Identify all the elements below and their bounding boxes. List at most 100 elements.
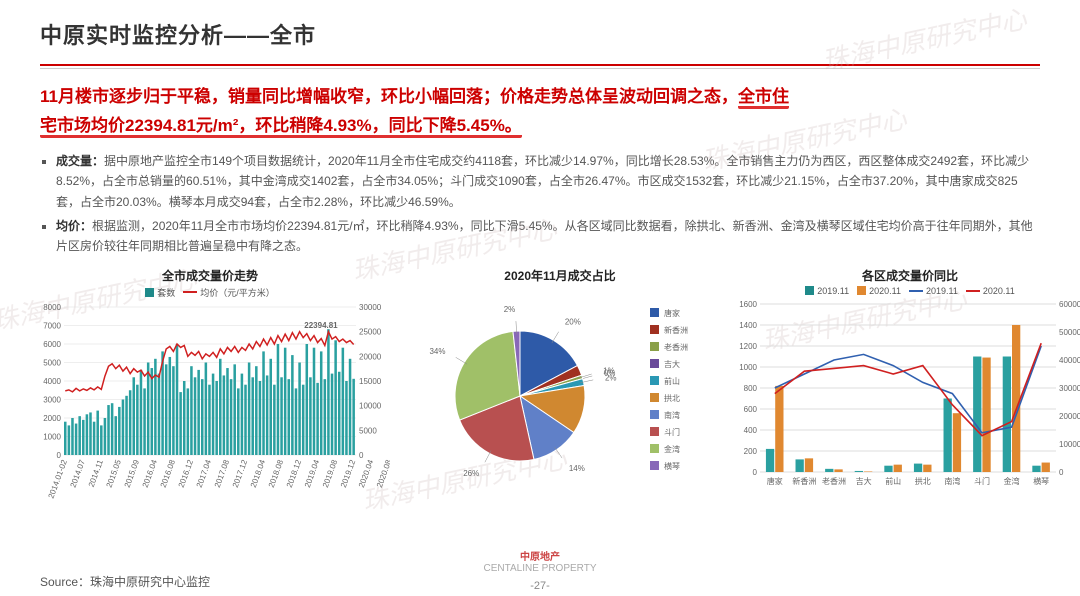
svg-text:前山: 前山 xyxy=(885,476,901,486)
chart-title: 2020年11月成交占比 xyxy=(400,267,720,284)
svg-text:2017.12: 2017.12 xyxy=(231,458,250,489)
svg-text:8000: 8000 xyxy=(43,303,61,312)
svg-text:2016.08: 2016.08 xyxy=(159,458,178,489)
svg-text:2014.11: 2014.11 xyxy=(87,458,105,488)
svg-text:2019.04: 2019.04 xyxy=(303,458,322,489)
svg-text:横琴: 横琴 xyxy=(1033,476,1049,486)
page-title: 中原实时监控分析——全市 xyxy=(40,18,1040,50)
svg-text:2016.12: 2016.12 xyxy=(177,458,196,489)
chart-pie-share: 2020年11月成交占比 唐家新香洲老香洲吉大前山拱北南湾斗门金湾横琴20%1%… xyxy=(400,267,720,507)
source-text: Source：珠海中原研究中心监控 xyxy=(40,573,210,590)
bullet-label: 成交量： xyxy=(56,154,104,168)
chart-svg: 0 1000 2000 3000 4000 5000 6000 7000 8000 0 5000 10… xyxy=(30,299,390,499)
bullet-text: 据中原地产监控全市149个项目数据统计，2020年11月全市住宅成交约4118套… xyxy=(56,154,1029,209)
svg-text:0: 0 xyxy=(57,451,62,460)
svg-text:26%: 26% xyxy=(463,469,479,478)
svg-text:1000: 1000 xyxy=(43,432,61,441)
svg-text:1400: 1400 xyxy=(739,321,757,330)
svg-text:1000: 1000 xyxy=(739,363,757,372)
page-number: -27- xyxy=(530,580,550,592)
brand-logo: 中原地产 CENTALINE PROPERTY xyxy=(484,552,597,574)
svg-text:2017.04: 2017.04 xyxy=(195,458,214,489)
svg-text:2020.08: 2020.08 xyxy=(375,458,390,489)
svg-text:3000: 3000 xyxy=(43,395,61,404)
svg-text:10000: 10000 xyxy=(1059,440,1080,449)
svg-text:新香洲: 新香洲 xyxy=(792,476,816,486)
svg-text:22394.81: 22394.81 xyxy=(304,321,338,330)
svg-text:新香洲: 新香洲 xyxy=(664,325,688,335)
svg-text:800: 800 xyxy=(744,384,758,393)
svg-text:横琴: 横琴 xyxy=(664,461,680,471)
summary-underline-2: 宅市场均价22394.81元/m²，环比稍降4.93%，同比下降5.45%。 xyxy=(40,116,522,138)
chart-title: 全市成交量价走势 xyxy=(30,267,390,284)
svg-text:金湾: 金湾 xyxy=(1004,476,1020,486)
svg-text:4000: 4000 xyxy=(43,377,61,386)
logo-en: CENTALINE PROPERTY xyxy=(484,563,597,574)
svg-text:老香洲: 老香洲 xyxy=(822,476,846,486)
chart-legend: 2019.112020.112019.112020.11 xyxy=(730,286,1080,296)
svg-text:2000: 2000 xyxy=(43,414,61,423)
header: 中原实时监控分析——全市 xyxy=(0,0,1080,58)
svg-text:2016.04: 2016.04 xyxy=(141,458,160,489)
summary-text: 11月楼市逐步归于平稳，销量同比增幅收窄，环比小幅回落；价格走势总体呈波动回调之… xyxy=(0,79,1080,147)
svg-text:0: 0 xyxy=(359,451,364,460)
svg-text:2019.08: 2019.08 xyxy=(321,458,340,489)
svg-text:15000: 15000 xyxy=(359,377,382,386)
svg-text:14%: 14% xyxy=(569,464,585,473)
summary-plain: 11月楼市逐步归于平稳，销量同比增幅收窄，环比小幅回落；价格走势总体呈波动回调之… xyxy=(40,87,738,106)
svg-text:0: 0 xyxy=(1059,468,1064,477)
svg-text:2018.12: 2018.12 xyxy=(285,458,304,489)
svg-text:6000: 6000 xyxy=(43,340,61,349)
svg-text:200: 200 xyxy=(744,447,758,456)
svg-text:吉大: 吉大 xyxy=(856,476,872,486)
svg-text:60000: 60000 xyxy=(1059,300,1080,309)
svg-text:前山: 前山 xyxy=(664,376,680,386)
svg-text:0: 0 xyxy=(753,468,758,477)
chart-district-compare: 各区成交量价同比 2019.112020.112019.112020.11 02… xyxy=(730,267,1080,507)
svg-text:7000: 7000 xyxy=(43,321,61,330)
svg-text:2017.08: 2017.08 xyxy=(213,458,232,489)
svg-text:10000: 10000 xyxy=(359,401,382,410)
svg-text:2014.07: 2014.07 xyxy=(69,458,88,489)
svg-text:40000: 40000 xyxy=(1059,356,1080,365)
svg-text:斗门: 斗门 xyxy=(974,476,990,486)
svg-text:1600: 1600 xyxy=(739,300,757,309)
svg-text:唐家: 唐家 xyxy=(664,308,680,318)
svg-text:5000: 5000 xyxy=(43,358,61,367)
divider-red xyxy=(40,64,1040,66)
chart-svg: 唐家新香洲老香洲吉大前山拱北南湾斗门金湾横琴20%1%0%2%14%26%34%… xyxy=(400,286,720,498)
svg-text:拱北: 拱北 xyxy=(915,476,931,486)
logo-cn: 中原地产 xyxy=(484,552,597,563)
svg-text:34%: 34% xyxy=(429,347,445,356)
svg-text:2018.04: 2018.04 xyxy=(249,458,268,489)
divider-gray xyxy=(40,68,1040,69)
svg-text:老香洲: 老香洲 xyxy=(664,342,688,352)
svg-text:20000: 20000 xyxy=(1059,412,1080,421)
svg-text:南湾: 南湾 xyxy=(664,410,680,420)
bullet-text: 根据监测，2020年11月全市市场均价22394.81元/㎡，环比稍降4.93%… xyxy=(56,219,1033,253)
svg-text:2015.09: 2015.09 xyxy=(123,458,142,489)
svg-text:南湾: 南湾 xyxy=(944,476,960,486)
summary-underline-1: 全市住 xyxy=(738,87,789,109)
svg-text:5000: 5000 xyxy=(359,426,377,435)
svg-text:1200: 1200 xyxy=(739,342,757,351)
svg-text:30000: 30000 xyxy=(1059,384,1080,393)
svg-text:2018.08: 2018.08 xyxy=(267,458,286,489)
svg-text:30000: 30000 xyxy=(359,303,382,312)
charts-row: 全市成交量价走势 套数均价（元/平方米） 0100020003000400050… xyxy=(0,267,1080,507)
chart-legend: 套数均价（元/平方米） xyxy=(30,286,390,299)
bullet-volume: 成交量：据中原地产监控全市149个项目数据统计，2020年11月全市住宅成交约4… xyxy=(56,151,1040,212)
svg-text:2015.05: 2015.05 xyxy=(105,458,124,489)
svg-text:25000: 25000 xyxy=(359,327,382,336)
svg-text:2%: 2% xyxy=(605,373,617,382)
svg-text:2019.12: 2019.12 xyxy=(339,458,358,489)
svg-text:斗门: 斗门 xyxy=(664,427,680,437)
svg-text:2014.01-02: 2014.01-02 xyxy=(47,458,69,499)
chart-svg: 0200400600800100012001400160001000020000… xyxy=(730,296,1080,496)
svg-text:50000: 50000 xyxy=(1059,328,1080,337)
svg-text:2%: 2% xyxy=(504,305,516,314)
svg-text:400: 400 xyxy=(744,426,758,435)
svg-text:唐家: 唐家 xyxy=(767,476,783,486)
bullet-list: 成交量：据中原地产监控全市149个项目数据统计，2020年11月全市住宅成交约4… xyxy=(0,147,1080,267)
svg-text:20%: 20% xyxy=(565,317,581,326)
